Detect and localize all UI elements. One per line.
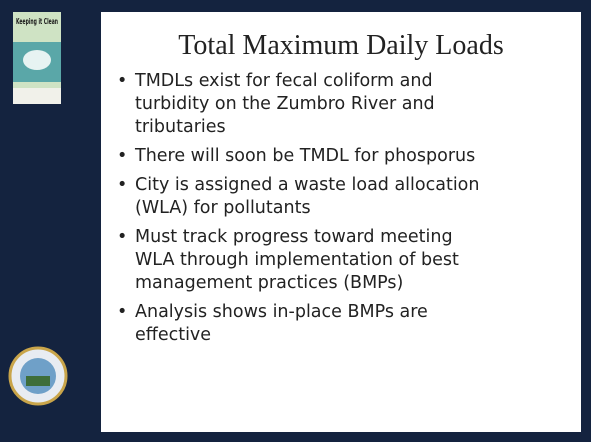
bullet: TMDLs exist for fecal coliform andturbid… xyxy=(115,70,575,139)
bullet-line: There will soon be TMDL for phosporus xyxy=(135,145,575,168)
bullet-line: management practices (BMPs) xyxy=(135,272,575,295)
seal xyxy=(8,340,68,412)
bullet-line: TMDLs exist for fecal coliform and xyxy=(135,70,575,93)
bullet-line: turbidity on the Zumbro River and xyxy=(135,93,575,116)
bullet-line: effective xyxy=(135,324,575,347)
bullet: Analysis shows in-place BMPs areeffectiv… xyxy=(115,301,575,347)
bullet: City is assigned a waste load allocation… xyxy=(115,174,575,220)
bullet-line: City is assigned a waste load allocation xyxy=(135,174,575,197)
bullet-line: tributaries xyxy=(135,116,575,139)
bullet: There will soon be TMDL for phosporus xyxy=(115,145,575,168)
bullet-line: Must track progress toward meeting xyxy=(135,226,575,249)
bullet-line: WLA through implementation of best xyxy=(135,249,575,272)
logo-text: Keeping it Clean xyxy=(16,17,58,26)
bullet-line: (WLA) for pollutants xyxy=(135,197,575,220)
logo: Keeping it Clean xyxy=(13,12,61,104)
slide-title: Total Maximum Daily Loads xyxy=(101,30,581,62)
content-area: Total Maximum Daily Loads TMDLs exist fo… xyxy=(101,12,581,432)
slide: Keeping it Clean Total Maximum Daily Loa… xyxy=(0,0,591,442)
bullet-list: TMDLs exist for fecal coliform andturbid… xyxy=(115,70,575,353)
bullet-line: Analysis shows in-place BMPs are xyxy=(135,301,575,324)
